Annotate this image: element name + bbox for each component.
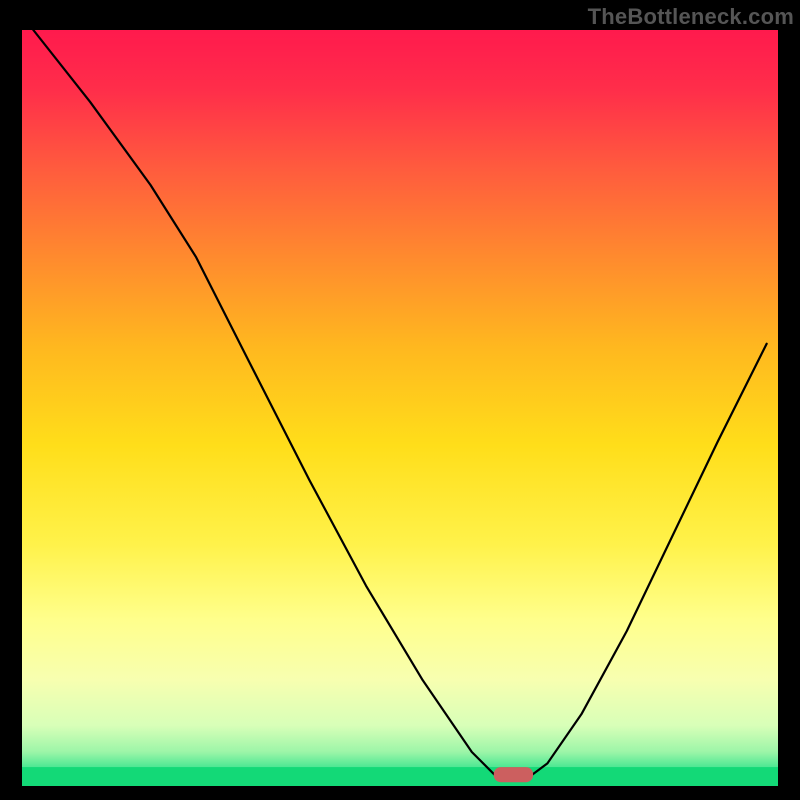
plot-background [22, 30, 778, 786]
optimal-band [22, 767, 778, 786]
bottleneck-chart [0, 0, 800, 800]
optimal-marker [494, 767, 533, 782]
chart-root: TheBottleneck.com [0, 0, 800, 800]
watermark-text: TheBottleneck.com [588, 4, 794, 30]
